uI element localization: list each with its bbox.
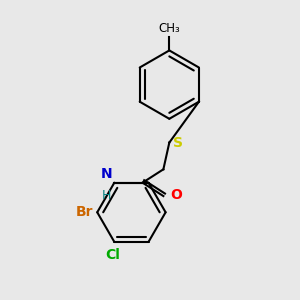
Text: CH₃: CH₃ [158, 22, 180, 35]
Text: O: O [170, 188, 182, 202]
Text: Br: Br [75, 205, 93, 219]
Text: Cl: Cl [105, 248, 120, 262]
Text: N: N [101, 167, 113, 181]
Text: H: H [102, 189, 112, 202]
Text: S: S [173, 136, 183, 150]
